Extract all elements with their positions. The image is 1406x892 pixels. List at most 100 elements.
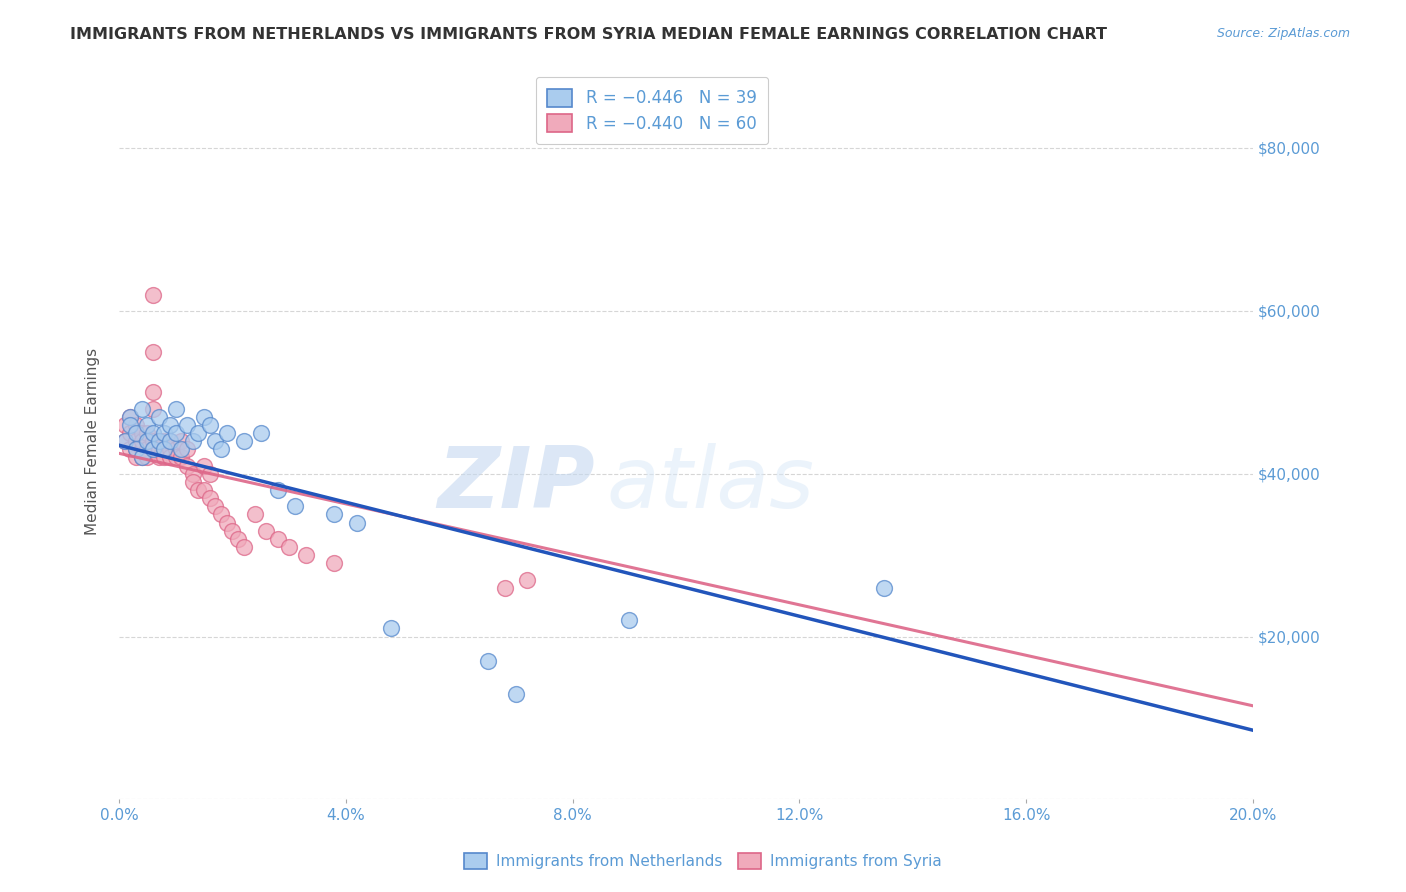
Point [159,442,181,457]
Point [380,622,402,636]
Point [125,442,148,457]
Point [120,409,142,424]
Point [114,434,136,449]
Point [142,401,165,416]
Point [142,442,165,457]
Point [204,500,226,514]
Point [159,434,181,449]
Point [125,434,148,449]
Point [346,516,368,530]
Point [114,434,136,449]
Point [516,573,538,587]
Point [136,442,159,457]
Text: atlas: atlas [606,442,814,525]
Point [136,434,159,449]
Point [249,425,271,440]
Point [176,417,198,432]
Point [284,500,307,514]
Point [142,442,165,457]
Point [176,442,198,457]
Point [125,442,148,457]
Point [323,556,346,570]
Point [181,467,204,481]
Point [193,409,215,424]
Point [120,425,142,440]
Point [187,483,209,497]
Point [142,385,165,400]
Point [120,409,142,424]
Point [136,450,159,465]
Point [131,450,153,465]
Point [125,425,148,440]
Point [170,434,193,449]
Point [505,687,527,701]
Point [181,475,204,489]
Point [125,417,148,432]
Point [619,613,641,627]
Point [494,581,516,595]
Point [148,434,170,449]
Point [159,450,181,465]
Point [323,508,346,522]
Point [198,417,221,432]
Point [165,425,187,440]
Text: Source: ZipAtlas.com: Source: ZipAtlas.com [1216,27,1350,40]
Legend: Immigrants from Netherlands, Immigrants from Syria: Immigrants from Netherlands, Immigrants … [458,847,948,875]
Point [142,425,165,440]
Point [142,287,165,301]
Point [153,425,176,440]
Point [153,442,176,457]
Point [153,434,176,449]
Point [131,425,153,440]
Point [198,491,221,505]
Point [226,532,249,546]
Point [215,425,238,440]
Point [153,442,176,457]
Point [131,401,153,416]
Text: ZIP: ZIP [437,442,595,525]
Point [165,450,187,465]
Point [193,483,215,497]
Point [125,450,148,465]
Point [209,508,232,522]
Point [278,540,301,554]
Point [136,434,159,449]
Y-axis label: Median Female Earnings: Median Female Earnings [86,348,100,534]
Point [148,442,170,457]
Point [142,344,165,359]
Point [209,442,232,457]
Point [131,434,153,449]
Point [232,540,254,554]
Point [243,508,266,522]
Point [204,434,226,449]
Point [267,532,290,546]
Point [232,434,254,449]
Point [148,409,170,424]
Text: IMMIGRANTS FROM NETHERLANDS VS IMMIGRANTS FROM SYRIA MEDIAN FEMALE EARNINGS CORR: IMMIGRANTS FROM NETHERLANDS VS IMMIGRANT… [70,27,1108,42]
Point [187,425,209,440]
Point [153,450,176,465]
Point [120,442,142,457]
Point [148,434,170,449]
Point [131,442,153,457]
Point [477,654,499,668]
Point [159,434,181,449]
Point [148,434,170,449]
Point [176,458,198,473]
Point [165,401,187,416]
Point [215,516,238,530]
Point [120,417,142,432]
Point [221,524,243,538]
Point [136,425,159,440]
Point [256,524,278,538]
Legend: R = −0.446   N = 39, R = −0.440   N = 60: R = −0.446 N = 39, R = −0.440 N = 60 [536,77,768,145]
Point [267,483,290,497]
Point [170,442,193,457]
Point [159,417,181,432]
Point [181,434,204,449]
Point [136,417,159,432]
Point [193,458,215,473]
Point [295,548,318,562]
Point [198,467,221,481]
Point [131,450,153,465]
